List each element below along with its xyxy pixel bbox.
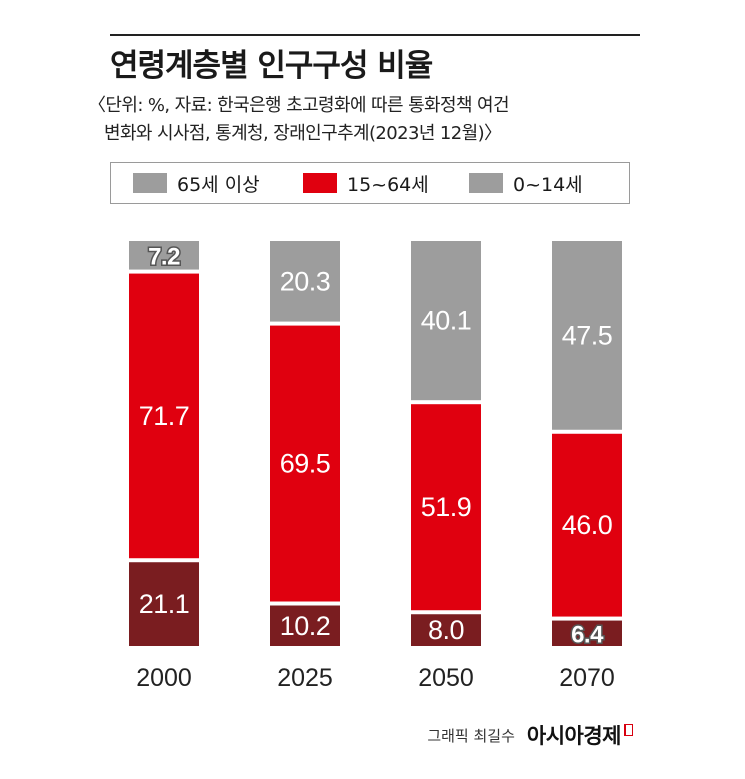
data-label-2025-seg-0: 10.2 [280,611,331,641]
bar-2070-seg-1 [552,433,622,617]
data-label-2050-seg-1: 51.9 [421,492,472,522]
data-label-2070-seg-2: 47.5 [562,320,613,350]
legend-label-15to64: 15~64세 [347,173,429,196]
data-label-2050-seg-0: 8.0 [428,615,464,645]
credit-text: 그래픽 최길수 [427,726,515,745]
data-label-2070-seg-1: 46.0 [562,510,613,540]
bar-2050-seg-2 [411,241,481,401]
legend: 65세 이상 15~64세 0~14세 [110,162,630,204]
legend-swatch-65plus [133,173,167,193]
source-note: 〈단위: %, 자료: 한국은행 초고령화에 따른 통화정책 여건 변화와 시사… [88,92,510,148]
bar-2050-seg-1 [411,404,481,611]
title-rule [110,34,640,36]
source-line-1: 〈단위: %, 자료: 한국은행 초고령화에 따른 통화정책 여건 [88,95,510,116]
legend-item-65plus: 65세 이상 [133,172,260,196]
chart-title: 연령계층별 인구구성 비율 [110,48,433,84]
source-line-2: 변화와 시사점, 통계청, 장래인구추계(2023년 12월)〉 [104,123,502,144]
bar-2025-seg-1 [270,325,340,602]
data-label-2050-seg-2: 40.1 [421,306,472,336]
bar-2025-seg-0 [270,605,340,646]
category-label-2025: 2025 [277,664,333,692]
legend-swatch-15to64 [303,173,337,193]
credit: 그래픽 최길수 아시아경제 [427,720,633,750]
bar-2070-seg-2 [552,241,622,430]
data-label-2025-seg-2: 20.3 [280,266,331,296]
legend-label-65plus: 65세 이상 [177,173,260,196]
bar-2070-seg-0 [552,620,622,646]
legend-item-0to14: 0~14세 [469,172,583,196]
bar-2000-seg-2 [129,241,199,270]
bar-2050-seg-0 [411,614,481,646]
data-label-2000-seg-0: 21.1 [139,589,190,619]
legend-swatch-0to14 [469,173,503,193]
bar-2025-seg-2 [270,241,340,322]
bar-2000-seg-1 [129,273,199,559]
category-label-2070: 2070 [559,664,615,692]
data-label-2025-seg-1: 69.5 [280,449,331,479]
category-label-2050: 2050 [418,664,474,692]
category-label-2000: 2000 [136,664,192,692]
data-label-2070-seg-0: 6.4 [571,621,604,648]
data-label-2000-seg-2: 7.2 [148,243,180,270]
legend-label-0to14: 0~14세 [513,173,583,196]
bar-2000-seg-0 [129,562,199,646]
legend-item-15to64: 15~64세 [303,172,429,196]
brand-flag-icon [624,724,633,736]
data-label-2000-seg-1: 71.7 [139,401,190,431]
brand-logo: 아시아경제 [526,724,622,748]
